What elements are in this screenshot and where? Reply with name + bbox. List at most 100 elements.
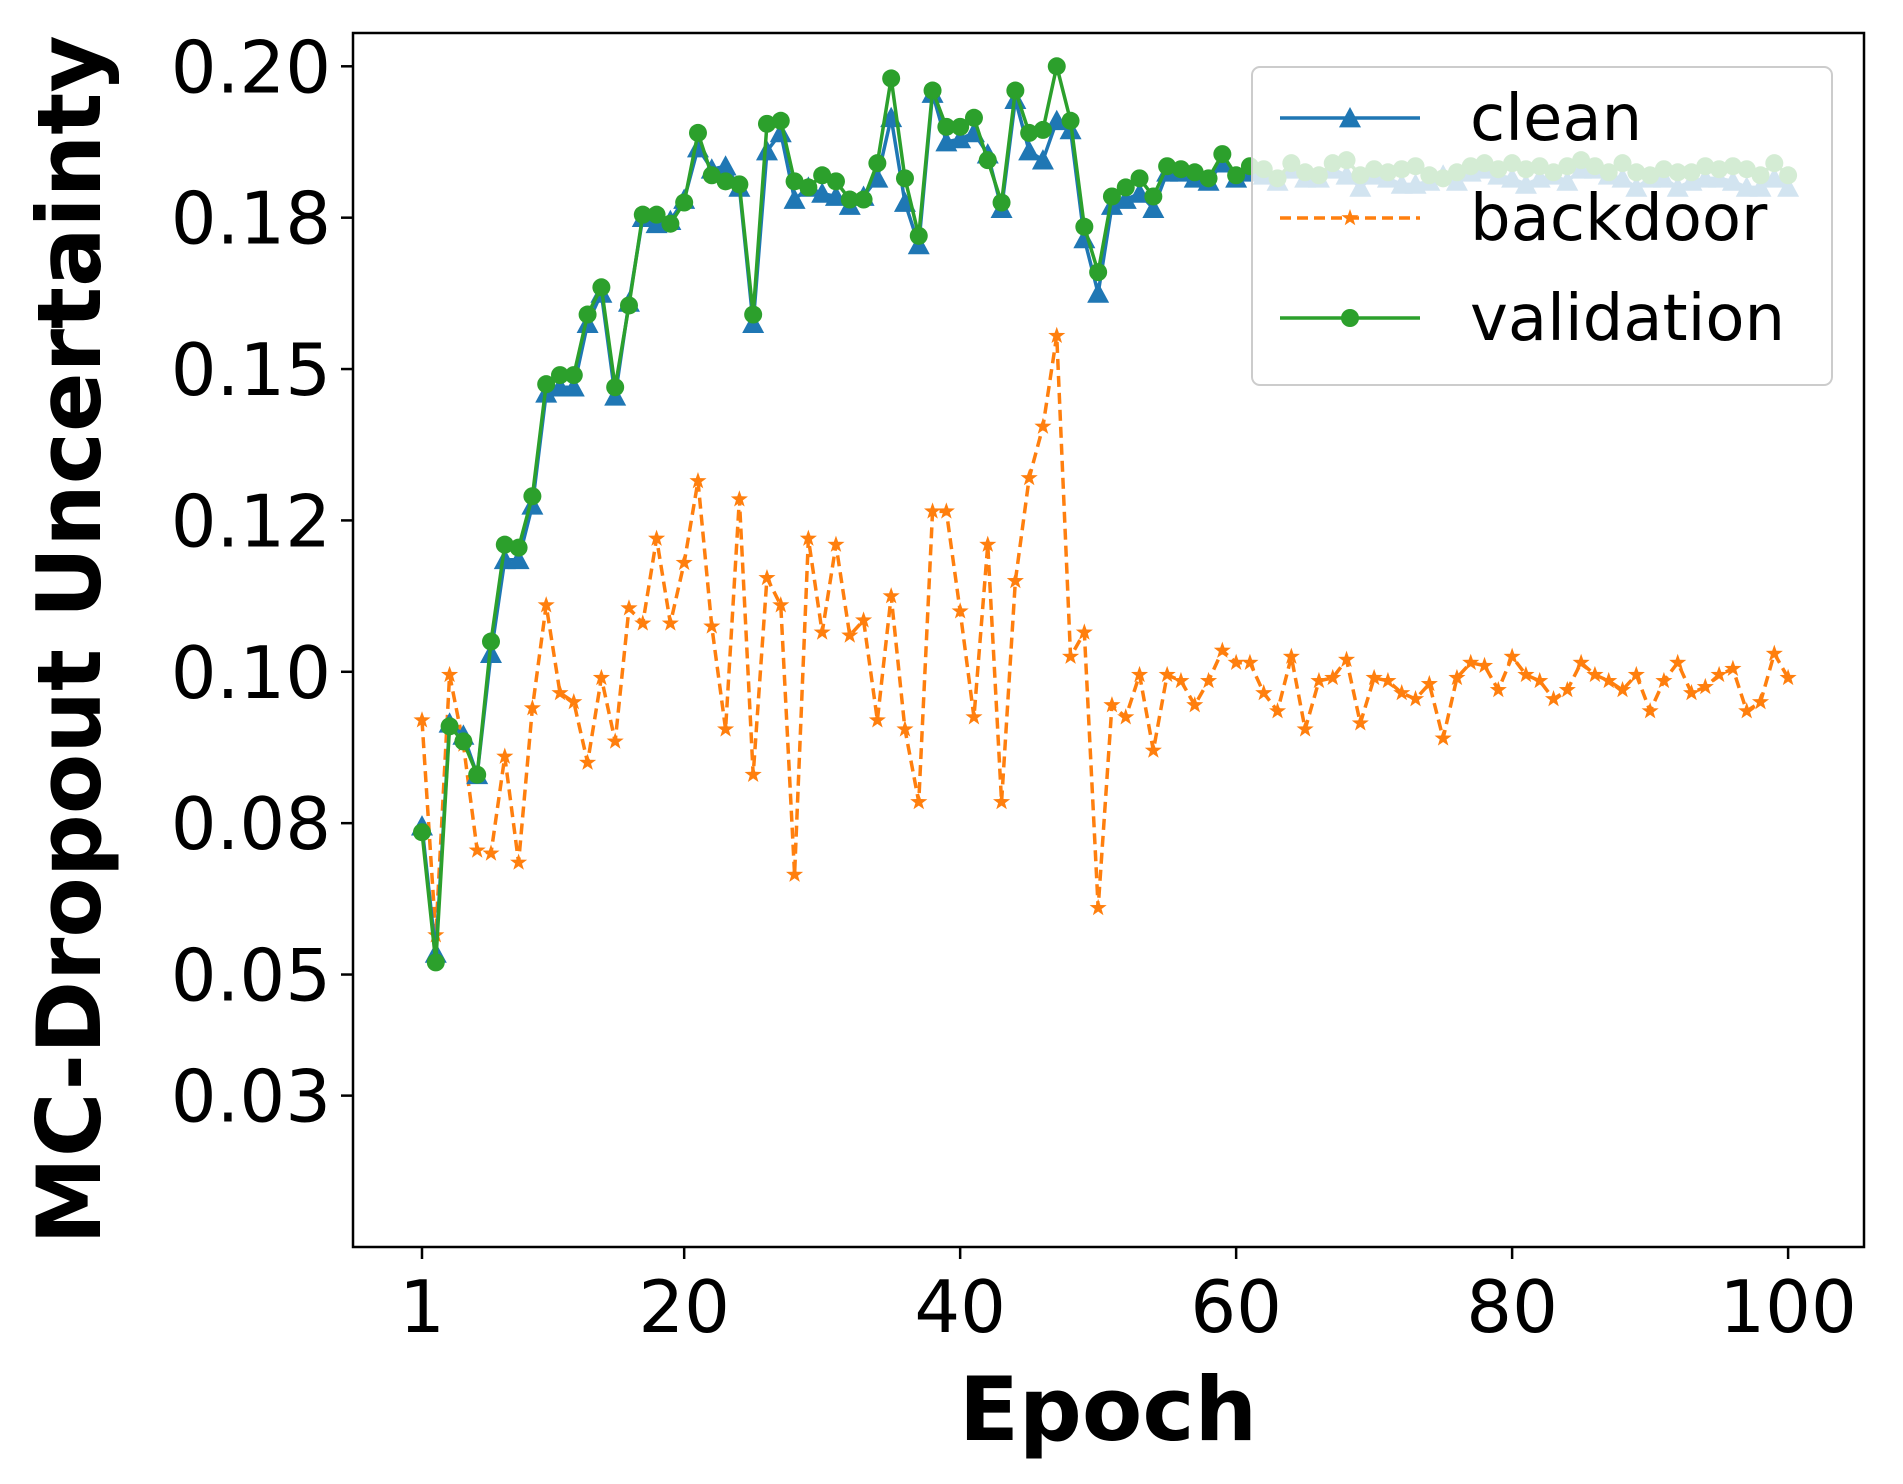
backdoor-point xyxy=(744,765,762,782)
validation-point xyxy=(951,117,970,136)
backdoor-point xyxy=(1144,741,1162,758)
backdoor-point xyxy=(634,614,652,631)
validation-point xyxy=(440,717,459,736)
backdoor-point xyxy=(1434,729,1452,746)
validation-point xyxy=(978,151,997,170)
backdoor-point xyxy=(523,699,541,716)
validation-point xyxy=(1199,169,1218,188)
backdoor-point xyxy=(1089,898,1107,916)
validation-point xyxy=(468,765,487,784)
validation-point xyxy=(1171,160,1190,179)
backdoor-point xyxy=(1365,668,1383,686)
y-tick-label: 0.10 xyxy=(171,631,331,715)
validation-point xyxy=(426,953,445,972)
clean-point xyxy=(1045,109,1068,131)
validation-point xyxy=(1144,187,1163,206)
x-tick-label: 100 xyxy=(1719,1265,1856,1349)
validation-point xyxy=(909,226,928,245)
validation-point xyxy=(702,166,721,185)
y-tick-label: 0.18 xyxy=(171,177,331,261)
backdoor-point xyxy=(1531,671,1549,689)
tick-labels: 1 20 40 60 80 100 0.03 0.05 0.08 0.10 0.12 0.15 0.18… xyxy=(171,25,1857,1349)
backdoor-point xyxy=(827,535,845,552)
validation-point xyxy=(1020,123,1039,142)
clean-point xyxy=(1142,197,1165,218)
backdoor-point xyxy=(689,472,707,489)
backdoor-point xyxy=(813,623,831,640)
clean-point xyxy=(507,548,530,570)
series-backdoor xyxy=(413,326,1797,943)
validation-point xyxy=(1089,263,1108,282)
legend-marker-clean xyxy=(1339,107,1361,128)
x-axis-label: Epoch xyxy=(959,1358,1257,1461)
backdoor-point xyxy=(1227,653,1245,670)
validation-point xyxy=(537,375,556,394)
clean-point xyxy=(1018,140,1041,161)
backdoor-point xyxy=(772,596,790,613)
backdoor-point xyxy=(468,841,486,858)
backdoor-point xyxy=(565,693,583,710)
backdoor-point xyxy=(1213,641,1231,658)
backdoor-point xyxy=(606,732,624,749)
backdoor-point xyxy=(1020,469,1038,486)
backdoor-point xyxy=(730,490,748,507)
backdoor-point xyxy=(537,596,555,613)
backdoor-point xyxy=(979,535,997,552)
clean-point xyxy=(493,548,516,570)
validation-point xyxy=(1227,166,1246,185)
backdoor-point xyxy=(1627,665,1645,683)
y-tick-label: 0.20 xyxy=(171,25,331,109)
backdoor-point xyxy=(910,792,928,810)
clean-point xyxy=(1087,282,1110,303)
backdoor-point xyxy=(1613,680,1632,698)
validation-point xyxy=(675,193,694,212)
backdoor-point xyxy=(1448,668,1466,686)
backdoor-point xyxy=(1103,696,1121,713)
validation-point xyxy=(1158,157,1177,176)
backdoor-point xyxy=(1130,665,1149,683)
legend-label-clean: clean xyxy=(1470,82,1642,156)
validation-point xyxy=(481,632,500,651)
backdoor-point xyxy=(1393,683,1411,701)
validation-point xyxy=(854,190,873,209)
x-tick-label: 20 xyxy=(638,1265,730,1349)
backdoor-point xyxy=(1655,671,1673,689)
validation-point xyxy=(606,378,625,397)
backdoor-point xyxy=(441,665,459,683)
y-tick-label: 0.12 xyxy=(171,479,331,563)
y-tick-label: 0.05 xyxy=(171,934,331,1018)
validation-point xyxy=(495,535,514,554)
validation-point xyxy=(937,117,956,136)
legend-box xyxy=(1251,66,1833,386)
clean-point xyxy=(548,376,571,397)
backdoor-point xyxy=(924,502,942,519)
validation-point xyxy=(992,193,1011,212)
backdoor-point xyxy=(1337,650,1356,667)
backdoor-point xyxy=(1061,647,1080,664)
validation-point xyxy=(647,205,666,224)
legend-entry-clean: clean xyxy=(1280,82,1642,156)
backdoor-point xyxy=(1724,659,1742,677)
y-tick-label: 0.03 xyxy=(171,1055,331,1139)
validation-point xyxy=(509,538,528,557)
legend: clean backdoor validation xyxy=(1251,66,1833,386)
backdoor-point xyxy=(1544,690,1563,707)
backdoor-point xyxy=(855,611,873,628)
backdoor-point xyxy=(703,617,721,634)
validation-point xyxy=(799,178,818,197)
backdoor-point xyxy=(1600,671,1618,689)
validation-point xyxy=(1006,81,1025,100)
validation-point xyxy=(1130,169,1149,188)
backdoor-point xyxy=(1641,702,1659,719)
validation-point xyxy=(619,296,638,315)
legend-entry-backdoor: backdoor xyxy=(1280,182,1768,256)
validation-point xyxy=(785,172,804,191)
backdoor-point xyxy=(1075,623,1093,640)
backdoor-point xyxy=(1558,680,1576,698)
backdoor-point xyxy=(1241,653,1259,670)
backdoor-point xyxy=(482,844,500,861)
backdoor-point xyxy=(661,614,679,631)
validation-point xyxy=(826,172,845,191)
clean-point xyxy=(714,155,737,176)
